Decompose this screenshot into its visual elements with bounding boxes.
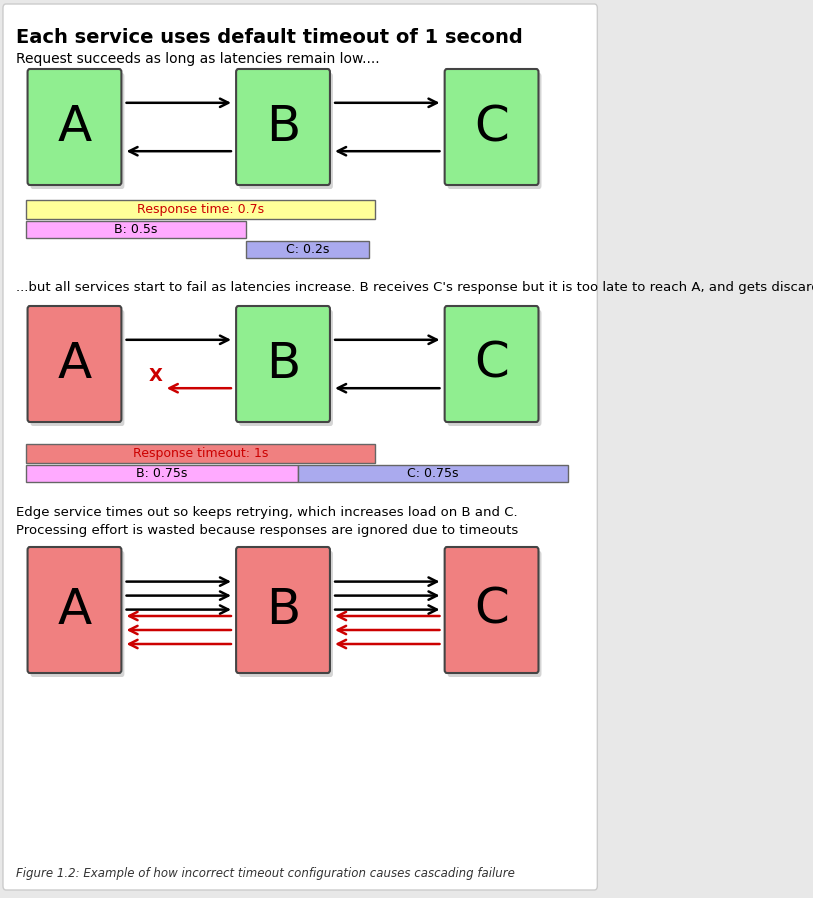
Text: C: C bbox=[474, 103, 509, 151]
FancyBboxPatch shape bbox=[445, 547, 538, 673]
Text: Edge service times out so keeps retrying, which increases load on B and C.: Edge service times out so keeps retrying… bbox=[16, 506, 518, 519]
Text: A: A bbox=[58, 586, 92, 634]
FancyBboxPatch shape bbox=[445, 69, 538, 185]
FancyBboxPatch shape bbox=[28, 306, 121, 422]
Text: C: 0.75s: C: 0.75s bbox=[407, 467, 459, 480]
FancyBboxPatch shape bbox=[3, 4, 598, 890]
Bar bbox=[26, 444, 375, 463]
FancyBboxPatch shape bbox=[445, 306, 538, 422]
Text: C: C bbox=[474, 586, 509, 634]
Text: B: B bbox=[266, 340, 300, 388]
Text: B: B bbox=[266, 586, 300, 634]
FancyBboxPatch shape bbox=[31, 551, 124, 677]
FancyBboxPatch shape bbox=[236, 306, 330, 422]
Text: A: A bbox=[58, 103, 92, 151]
Text: C: C bbox=[474, 340, 509, 388]
FancyBboxPatch shape bbox=[239, 73, 333, 189]
FancyBboxPatch shape bbox=[236, 547, 330, 673]
Text: B: 0.5s: B: 0.5s bbox=[115, 223, 158, 236]
Text: Request succeeds as long as latencies remain low....: Request succeeds as long as latencies re… bbox=[16, 52, 380, 66]
Text: Response timeout: 1s: Response timeout: 1s bbox=[133, 447, 268, 460]
Bar bbox=[26, 200, 375, 219]
Text: Response time: 0.7s: Response time: 0.7s bbox=[137, 203, 264, 216]
FancyBboxPatch shape bbox=[236, 69, 330, 185]
Text: Each service uses default timeout of 1 second: Each service uses default timeout of 1 s… bbox=[16, 28, 523, 47]
Text: B: B bbox=[266, 103, 300, 151]
Text: X: X bbox=[149, 367, 163, 385]
FancyBboxPatch shape bbox=[28, 69, 121, 185]
Text: ...but all services start to fail as latencies increase. B receives C's response: ...but all services start to fail as lat… bbox=[16, 281, 813, 294]
FancyBboxPatch shape bbox=[31, 73, 124, 189]
Text: B: 0.75s: B: 0.75s bbox=[137, 467, 188, 480]
Text: Processing effort is wasted because responses are ignored due to timeouts: Processing effort is wasted because resp… bbox=[16, 524, 519, 537]
Text: A: A bbox=[58, 340, 92, 388]
FancyBboxPatch shape bbox=[448, 73, 541, 189]
Bar bbox=[298, 465, 568, 482]
FancyBboxPatch shape bbox=[31, 310, 124, 426]
FancyBboxPatch shape bbox=[448, 310, 541, 426]
FancyBboxPatch shape bbox=[448, 551, 541, 677]
Text: C: 0.2s: C: 0.2s bbox=[285, 243, 329, 256]
Bar bbox=[246, 241, 368, 258]
FancyBboxPatch shape bbox=[28, 547, 121, 673]
Bar bbox=[26, 465, 298, 482]
FancyBboxPatch shape bbox=[239, 551, 333, 677]
Text: Figure 1.2: Example of how incorrect timeout configuration causes cascading fail: Figure 1.2: Example of how incorrect tim… bbox=[16, 867, 515, 880]
FancyBboxPatch shape bbox=[239, 310, 333, 426]
Bar bbox=[26, 221, 246, 238]
